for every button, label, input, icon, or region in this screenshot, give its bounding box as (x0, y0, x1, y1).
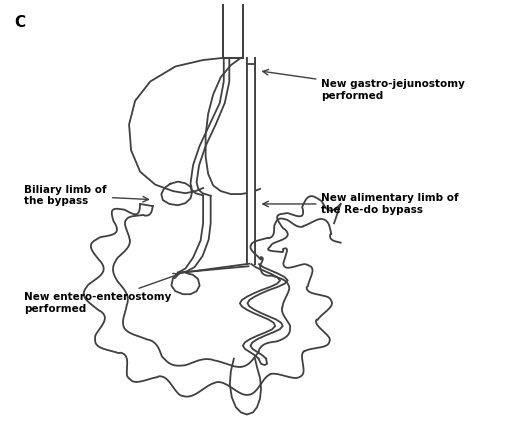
Bar (247, 58, 255, 264)
Text: C: C (14, 15, 26, 30)
Text: New alimentary limb of
the Re-do bypass: New alimentary limb of the Re-do bypass (263, 193, 459, 215)
Text: New gastro-jejunostomy
performed: New gastro-jejunostomy performed (263, 69, 465, 101)
Text: Biliary limb of
the bypass: Biliary limb of the bypass (24, 184, 148, 206)
Bar (223, 0, 243, 58)
Text: New entero-enterostomy
performed: New entero-enterostomy performed (24, 273, 179, 314)
